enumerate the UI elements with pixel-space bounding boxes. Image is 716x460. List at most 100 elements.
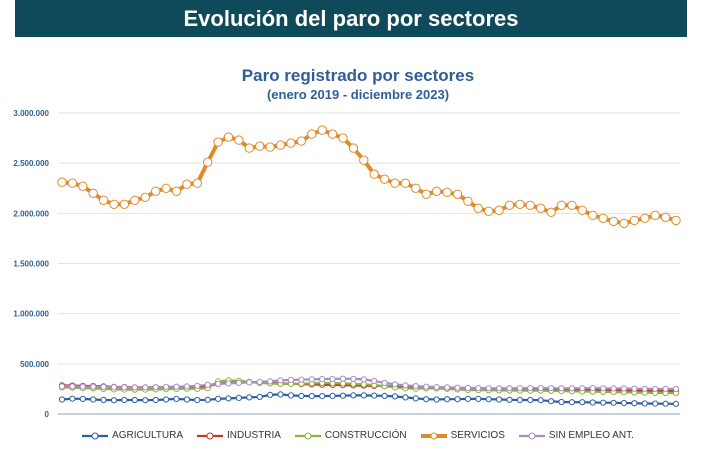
data-point-sin-empleo-ant [537,385,544,392]
data-point-servicios [213,137,223,147]
page-title: Evolución del paro por sectores [183,5,519,31]
data-point-sin-empleo-ant [287,376,294,383]
data-point-agricultura [672,400,680,407]
data-point-servicios [171,186,182,197]
data-point-servicios [57,177,67,187]
data-point-sin-empleo-ant [558,385,565,392]
data-point-servicios [98,195,109,206]
data-point-sin-empleo-ant [548,385,555,392]
data-point-sin-empleo-ant [620,385,628,392]
data-point-sin-empleo-ant [454,384,461,391]
data-point-agricultura [183,396,190,403]
data-point-agricultura [79,395,86,402]
y-axis-ticks: 0 500.000 1.000.000 1.500.000 2.000.000 2.500… [13,109,49,419]
data-point-sin-empleo-ant [433,384,440,391]
data-point-sin-empleo-ant [194,382,201,389]
data-point-servicios [629,215,640,226]
data-point-sin-empleo-ant [423,383,430,390]
data-point-agricultura [215,395,222,402]
legend-swatch [294,432,321,439]
data-point-agricultura [485,396,492,403]
data-point-servicios [296,136,307,146]
chart-subtitle: (enero 2019 - diciembre 2023) [266,87,450,102]
legend-label: INDUSTRIA [227,430,281,441]
data-point-agricultura [444,396,451,403]
data-point-servicios [442,187,452,198]
data-point-agricultura [267,391,274,398]
y-tick-label: 1.000.000 [13,310,49,319]
data-point-agricultura [204,396,211,403]
legend-swatch [518,432,545,439]
data-point-sin-empleo-ant [527,385,534,392]
data-point-sin-empleo-ant [100,383,107,390]
data-point-agricultura [225,395,232,402]
data-point-agricultura [256,393,263,400]
data-point-agricultura [412,395,419,402]
data-point-sin-empleo-ant [506,385,513,392]
data-point-sin-empleo-ant [267,378,274,385]
data-point-agricultura [641,400,648,407]
data-point-servicios [140,192,151,203]
data-point-servicios [588,210,598,221]
data-point-agricultura [298,392,305,399]
data-point-servicios [88,188,98,199]
data-point-sin-empleo-ant [464,384,471,391]
data-point-sin-empleo-ant [183,383,190,390]
data-point-construccion [360,381,367,388]
data-point-sin-empleo-ant [610,385,617,392]
data-point-sin-empleo-ant [256,378,263,385]
data-point-agricultura [100,396,107,404]
data-point-sin-empleo-ant [350,375,357,382]
data-point-sin-empleo-ant [662,385,669,392]
data-point-servicios [151,186,161,197]
data-point-sin-empleo-ant [381,379,388,386]
data-point-agricultura [589,399,596,406]
data-point-servicios [130,195,140,206]
data-point-sin-empleo-ant [235,379,242,386]
data-point-servicios [67,178,78,188]
data-point-sin-empleo-ant [568,385,576,392]
header-banner: Evolución del paro por sectores [15,0,687,37]
data-point-agricultura [537,397,544,404]
data-point-sin-empleo-ant [496,385,503,392]
data-point-servicios [359,155,369,165]
y-tick-label: 2.500.000 [13,159,49,168]
data-point-sin-empleo-ant [631,385,638,392]
data-point-sin-empleo-ant [298,376,305,383]
data-point-agricultura [548,398,555,405]
data-point-agricultura [121,396,128,404]
data-point-sin-empleo-ant [121,384,128,391]
legend-label: AGRICULTURA [112,430,184,441]
data-point-servicios [234,135,244,145]
data-point-agricultura [496,396,503,403]
data-point-servicios [109,199,119,210]
data-point-sin-empleo-ant [131,384,138,391]
legend-item-construccion: CONSTRUCCIÓN [294,430,407,441]
data-point-agricultura [287,392,294,399]
data-point-servicios [484,206,494,217]
data-point-agricultura [319,393,326,400]
data-point-sin-empleo-ant [339,375,347,382]
data-point-servicios [421,189,431,200]
data-point-servicios [338,133,348,143]
data-point-sin-empleo-ant [163,383,170,390]
chart-title: Paro registrado por sectores [241,66,475,85]
data-point-sin-empleo-ant [90,383,97,390]
data-point-sin-empleo-ant [58,383,66,390]
data-point-agricultura [402,394,409,401]
data-point-servicios [619,218,629,229]
data-point-servicios [255,141,265,151]
legend-label: CONSTRUCCIÓN [324,430,407,441]
data-point-servicios [223,132,234,142]
legend-item-servicios: SERVICIOS [420,430,505,441]
data-point-sin-empleo-ant [308,376,315,383]
data-point-servicios [504,200,515,211]
data-point-servicios [369,169,379,179]
data-point-agricultura [360,392,367,399]
data-point-sin-empleo-ant [672,385,680,393]
data-point-servicios [660,212,671,223]
data-point-sin-empleo-ant [142,384,149,391]
legend-item-sin-empleo-ant: SIN EMPLEO ANT. [518,430,634,441]
data-point-sin-empleo-ant [204,381,211,388]
